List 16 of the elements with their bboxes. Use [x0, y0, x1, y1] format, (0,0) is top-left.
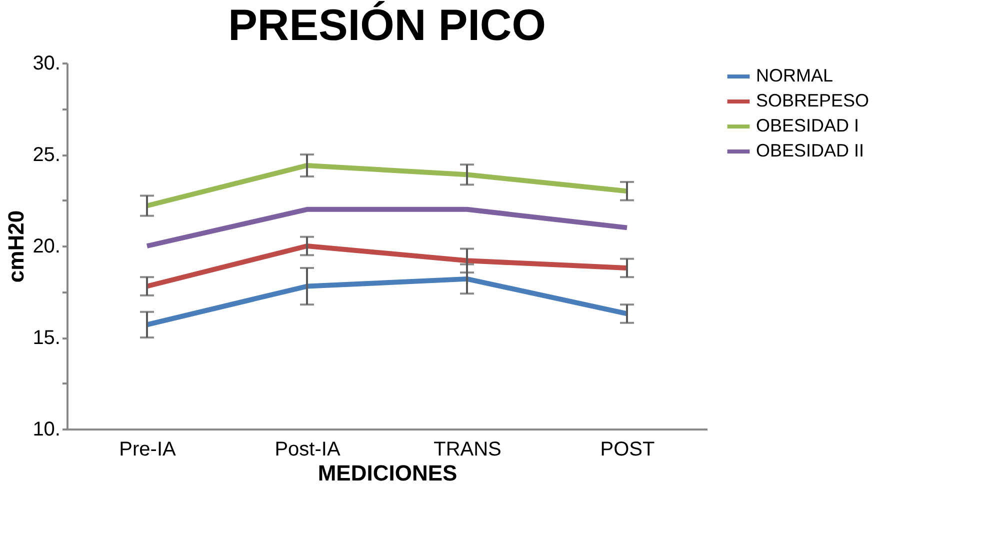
chart-title: PRESIÓN PICO — [228, 1, 546, 50]
x-axis-title: MEDICIONES — [318, 460, 458, 486]
legend-label: NORMAL — [756, 66, 834, 86]
legend-label: OBESIDAD I — [756, 116, 860, 136]
x-tick-label: POST — [600, 438, 655, 460]
x-tick-label: TRANS — [434, 438, 502, 460]
y-tick-label: 10. — [32, 418, 60, 440]
x-tick-label: Pre-IA — [119, 438, 176, 460]
legend-label: SOBREPESO — [756, 90, 870, 110]
x-tick-label: Post-IA — [274, 438, 341, 460]
y-tick-label: 30. — [32, 52, 60, 74]
y-tick-label: 15. — [32, 327, 60, 349]
y-tick-label: 20. — [32, 236, 60, 258]
y-axis-title: cmH20 — [4, 210, 29, 283]
y-tick-label: 25. — [32, 144, 60, 166]
legend-label: OBESIDAD II — [756, 140, 864, 160]
